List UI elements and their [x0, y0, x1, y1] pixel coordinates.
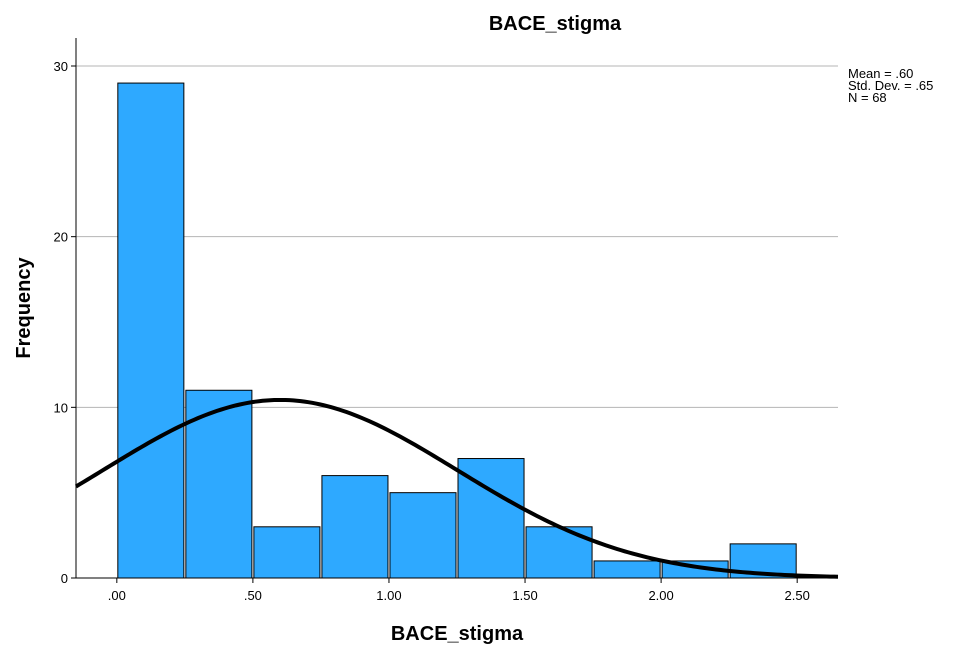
gridlines [76, 65, 838, 408]
histogram-bar [593, 560, 661, 579]
stats-line: Std. Dev. = .65 [848, 78, 933, 93]
y-tick-label: 20 [54, 230, 68, 245]
histogram-bar [321, 475, 389, 579]
x-tick-label: 2.50 [785, 588, 810, 603]
x-tick-label: 1.50 [512, 588, 537, 603]
normal-curve [74, 397, 839, 579]
histogram-bar [117, 82, 185, 579]
x-tick-label: 2.00 [648, 588, 673, 603]
x-axis-title: BACE_stigma [391, 623, 524, 645]
axes [71, 38, 838, 583]
y-axis-title: Frequency [13, 257, 35, 359]
histogram-bars [117, 82, 797, 579]
histogram-bar [389, 492, 457, 579]
x-tick-label: .00 [108, 588, 126, 603]
y-tick-label: 30 [54, 59, 68, 74]
y-tick-label: 10 [54, 400, 68, 415]
stats-line: N = 68 [848, 90, 887, 105]
x-tick-label: .50 [244, 588, 262, 603]
normal-curve-line [74, 397, 839, 579]
x-tick-label: 1.00 [376, 588, 401, 603]
tick-labels: 0 10 20 30 .00 .50 1.00 1.50 2.00 2.50 [54, 59, 810, 603]
histogram-bar [185, 389, 253, 579]
stats-line: Mean = .60 [848, 66, 913, 81]
histogram-bar [253, 526, 321, 579]
y-tick-label: 0 [61, 571, 68, 586]
chart-title: BACE_stigma [489, 13, 622, 35]
histogram-bar [457, 458, 525, 579]
